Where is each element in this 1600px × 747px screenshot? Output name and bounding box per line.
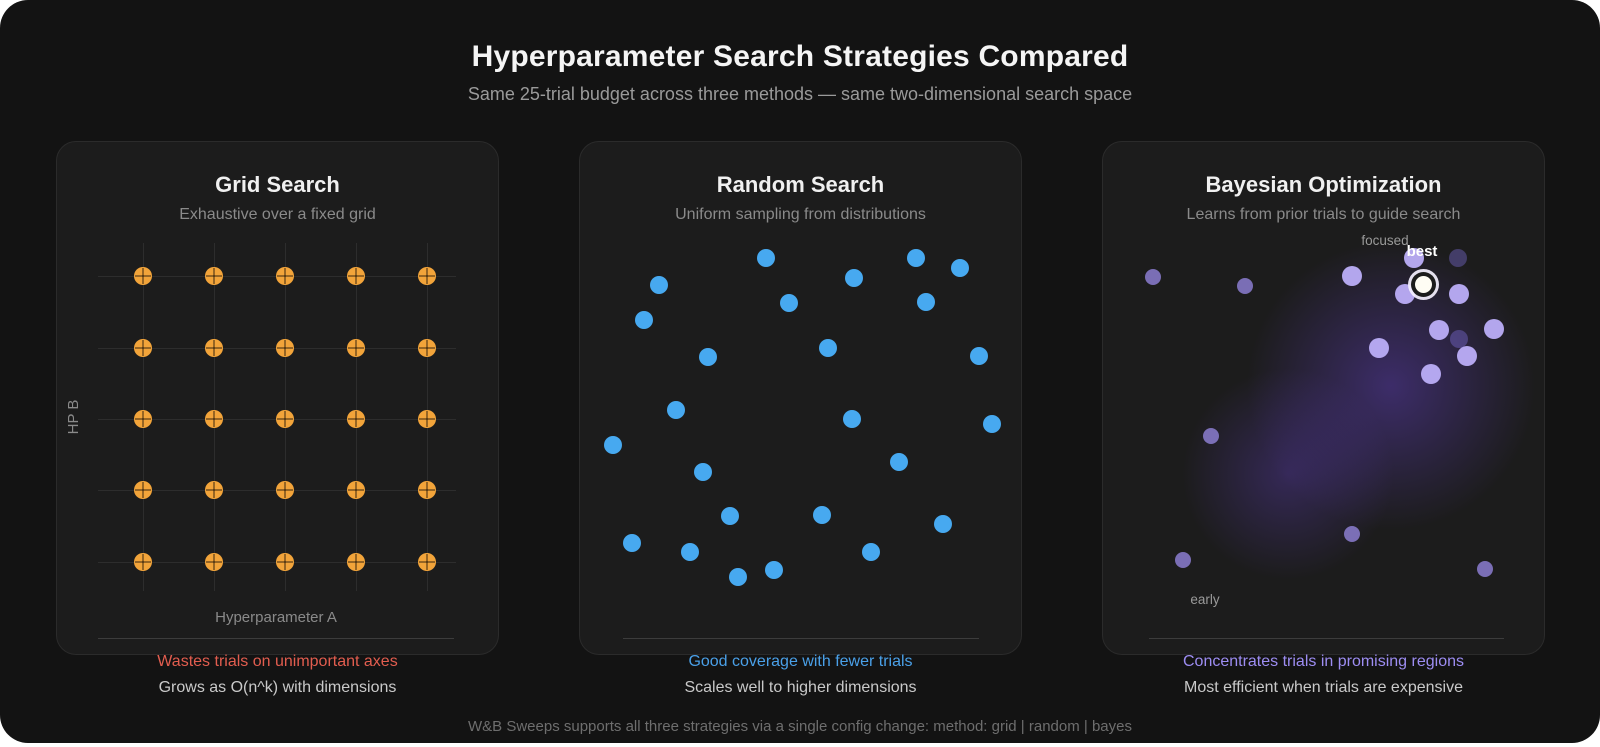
- probability-glow: [1178, 364, 1398, 584]
- random-trial-dot: [765, 561, 783, 579]
- bayes-trial-dot: [1429, 320, 1449, 340]
- bayesian-optimization-note: Most efficient when trials are expensive: [1184, 679, 1463, 696]
- grid-trial-dot: [276, 481, 294, 499]
- bayes-trial-dot: [1477, 561, 1493, 577]
- random-trial-dot: [694, 463, 712, 481]
- bayes-trial-dot: [1175, 552, 1191, 568]
- probability-glow: [1241, 236, 1541, 536]
- bayes-trial-dot: [1484, 319, 1504, 339]
- bayes-trial-dot: [1344, 526, 1360, 542]
- grid-trial-dot: [134, 339, 152, 357]
- grid-search-note: Grows as O(n^k) with dimensions: [158, 679, 397, 696]
- bayes-trial-dot: [1237, 278, 1253, 294]
- random-trial-dot: [667, 401, 685, 419]
- grid-trial-dot: [347, 410, 365, 428]
- bayes-trial-dot: [1457, 346, 1477, 366]
- bayes-trial-dot: [1342, 266, 1362, 286]
- random-trial-dot: [604, 436, 622, 454]
- random-trial-dot: [907, 249, 925, 267]
- grid-trial-dot: [134, 267, 152, 285]
- bayesian-optimization-card: Bayesian Optimization Learns from prior …: [1102, 141, 1545, 655]
- grid-search-card: Grid Search Exhaustive over a fixed grid…: [56, 141, 499, 655]
- bayes-trial-dot: [1450, 330, 1468, 348]
- best-trial-dot: [1414, 275, 1432, 293]
- grid-trial-dot: [347, 553, 365, 571]
- grid-trial-dot: [134, 410, 152, 428]
- random-trial-dot: [983, 415, 1001, 433]
- grid-trial-dot: [205, 553, 223, 571]
- grid-trial-dot: [205, 410, 223, 428]
- grid-search-title: Grid Search: [215, 172, 340, 197]
- x-axis-line: [1149, 638, 1504, 639]
- x-axis-line: [623, 638, 979, 639]
- random-trial-dot: [650, 276, 668, 294]
- grid-trial-dot: [205, 339, 223, 357]
- random-search-card: Random Search Uniform sampling from dist…: [579, 141, 1022, 655]
- random-trial-dot: [681, 543, 699, 561]
- random-trial-dot: [845, 269, 863, 287]
- grid-search-takeaway: Wastes trials on unimportant axes: [157, 653, 398, 670]
- random-search-subtitle: Uniform sampling from distributions: [675, 206, 926, 223]
- bayes-trial-dot: [1395, 284, 1415, 304]
- grid-search-subtitle: Exhaustive over a fixed grid: [179, 206, 376, 223]
- grid-trial-dot: [418, 339, 436, 357]
- grid-trial-dot: [134, 481, 152, 499]
- bayes-trial-dot: [1369, 338, 1389, 358]
- random-trial-dot: [623, 534, 641, 552]
- grid-trial-dot: [205, 481, 223, 499]
- random-search-title: Random Search: [716, 172, 885, 197]
- random-search-takeaway: Good coverage with fewer trials: [688, 653, 913, 670]
- random-trial-dot: [951, 259, 969, 277]
- random-trial-dot: [890, 453, 908, 471]
- grid-trial-dot: [418, 481, 436, 499]
- bayes-trial-dot: [1449, 249, 1467, 267]
- grid-trial-dot: [347, 267, 365, 285]
- random-trial-dot: [813, 506, 831, 524]
- random-trial-dot: [862, 543, 880, 561]
- grid-trial-dot: [276, 339, 294, 357]
- x-axis-label: Hyperparameter A: [215, 609, 337, 626]
- bayes-trial-dot: [1203, 428, 1219, 444]
- annotation-early: early: [1190, 592, 1220, 607]
- random-trial-dot: [819, 339, 837, 357]
- footer-note: W&B Sweeps supports all three strategies…: [468, 718, 1132, 735]
- grid-trial-dot: [418, 553, 436, 571]
- grid-trial-dot: [347, 339, 365, 357]
- random-trial-dot: [917, 293, 935, 311]
- random-trial-dot: [780, 294, 798, 312]
- grid-trial-dot: [205, 267, 223, 285]
- x-axis-line: [98, 638, 454, 639]
- bayes-trial-dot: [1421, 364, 1441, 384]
- random-trial-dot: [699, 348, 717, 366]
- grid-trial-dot: [347, 481, 365, 499]
- page-title: Hyperparameter Search Strategies Compare…: [471, 40, 1129, 73]
- random-trial-dot: [721, 507, 739, 525]
- grid-trial-dot: [134, 553, 152, 571]
- page-subtitle: Same 25-trial budget across three method…: [467, 84, 1133, 104]
- bayes-trial-dot: [1145, 269, 1161, 285]
- random-trial-dot: [729, 568, 747, 586]
- bayesian-optimization-takeaway: Concentrates trials in promising regions: [1182, 653, 1464, 670]
- annotation-best: best: [1406, 243, 1438, 260]
- random-trial-dot: [635, 311, 653, 329]
- annotation-focused: focused: [1361, 233, 1409, 248]
- y-axis-label: HP B: [65, 399, 82, 435]
- grid-trial-dot: [418, 410, 436, 428]
- bayesian-optimization-subtitle: Learns from prior trials to guide search: [1186, 206, 1461, 223]
- grid-trial-dot: [418, 267, 436, 285]
- grid-trial-dot: [276, 267, 294, 285]
- bayes-trial-dot: [1404, 248, 1424, 268]
- random-search-note: Scales well to higher dimensions: [684, 679, 917, 696]
- random-trial-dot: [970, 347, 988, 365]
- grid-trial-dot: [276, 553, 294, 571]
- random-trial-dot: [934, 515, 952, 533]
- bayes-trial-dot: [1449, 284, 1469, 304]
- random-trial-dot: [757, 249, 775, 267]
- random-trial-dot: [843, 410, 861, 428]
- bayesian-optimization-title: Bayesian Optimization: [1205, 172, 1442, 197]
- grid-trial-dot: [276, 410, 294, 428]
